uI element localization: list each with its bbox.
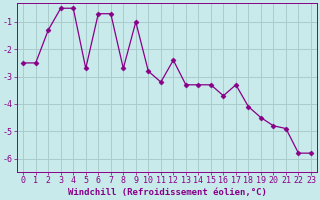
X-axis label: Windchill (Refroidissement éolien,°C): Windchill (Refroidissement éolien,°C) (68, 188, 267, 197)
